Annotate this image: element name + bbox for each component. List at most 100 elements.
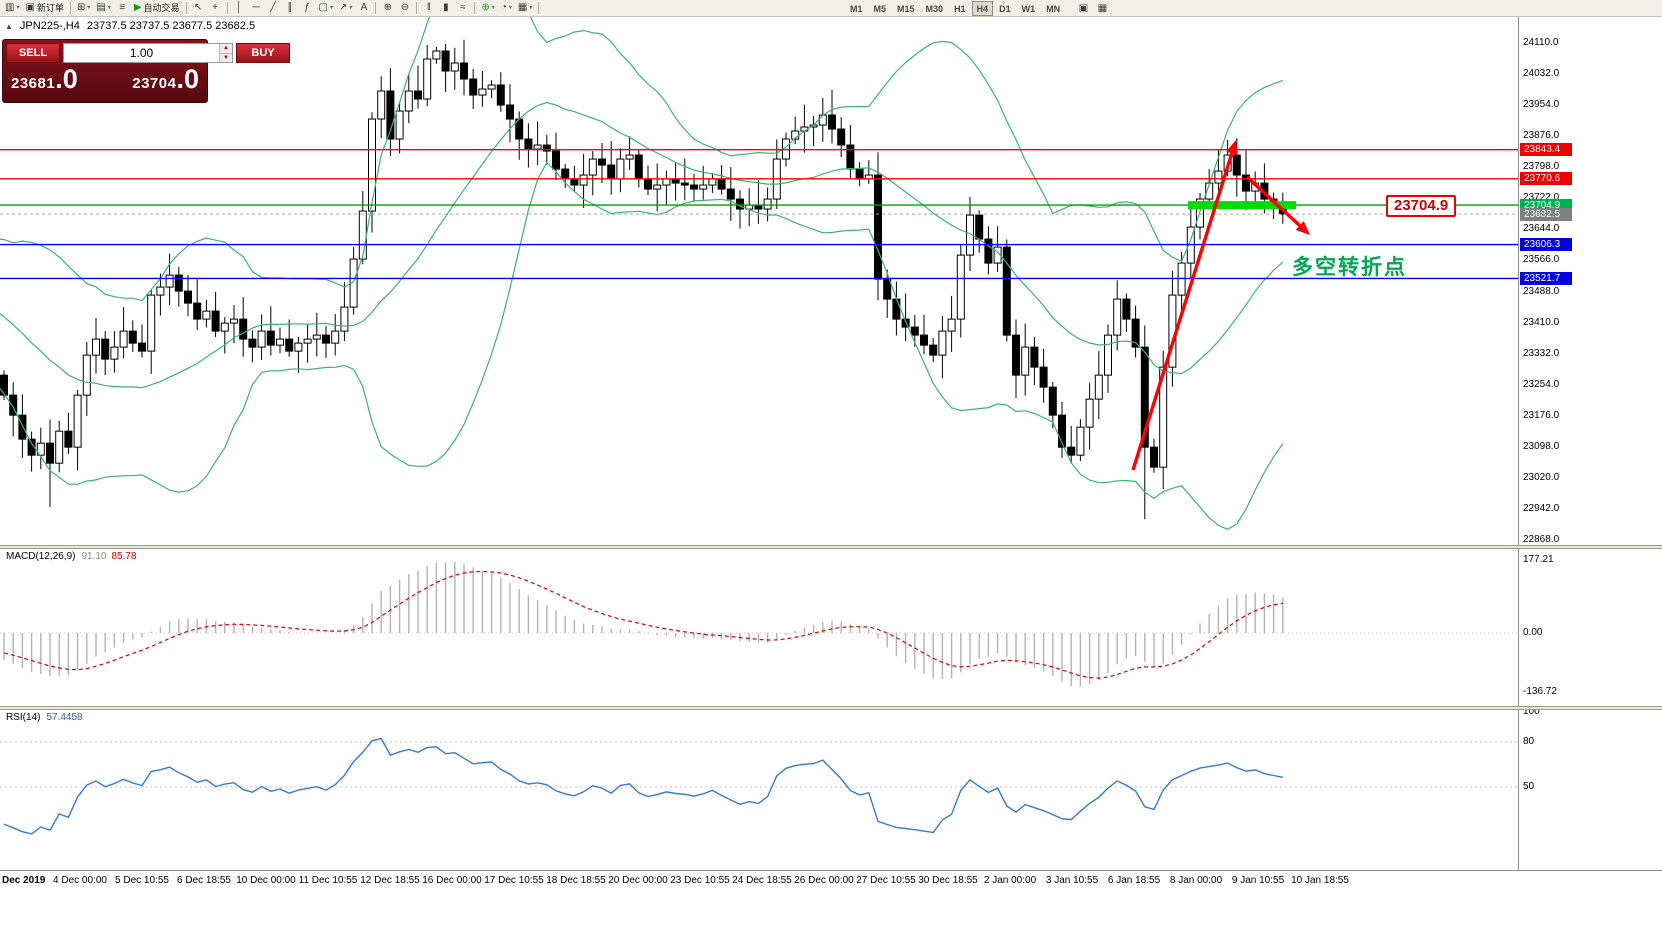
time-axis-label: 10 Jan 18:55 (1291, 875, 1349, 886)
buy-price: 23704.0 (132, 64, 199, 94)
bar-chart-icon: ‖ (426, 2, 431, 13)
price-scale-label: 22942.0 (1523, 502, 1560, 514)
symbol-period-label: JPN225-,H4 (19, 20, 80, 32)
new-order-button[interactable]: ▣ 新订单 (22, 1, 66, 16)
timeframe-button-m1[interactable]: M1 (845, 1, 868, 16)
price-tag: 23843.4 (1520, 143, 1572, 157)
timeframe-button-w1[interactable]: W1 (1017, 1, 1041, 16)
price-chart-panel: ▲ JPN225-,H4 23737.5 23737.5 23677.5 236… (0, 17, 1662, 545)
indicators-button[interactable]: ⊕ ▾ (478, 1, 497, 16)
rsi-scale: 100 80 50 (1518, 706, 1662, 870)
time-axis: Dec 2019 4 Dec 00:00 5 Dec 10:55 6 Dec 18:5… (0, 870, 1662, 890)
time-axis-label: 10 Dec 00:00 (236, 875, 296, 886)
horizontal-line-icon: ─ (252, 2, 260, 13)
zoom-in-button[interactable]: ⊕ (379, 1, 396, 16)
time-axis-label: Dec 2019 (2, 875, 46, 886)
terminal-button[interactable]: ≡ (114, 1, 131, 16)
toolbar: ▥ ▾ ▣ 新订单 ⊞ ▾ ▤ ▾ ≡ ▶ 自动交易 ↖ + │ ─ ╱ ∥ ƒ ▢ ▾ ↗ ▾ A ⊕ ⊖ ‖ ▮ ≈ ⊕ ▾ ◔ ▾ ▦ ▾ … (0, 0, 1662, 17)
panel-splitter[interactable] (0, 706, 1662, 710)
timeframe-button-mn[interactable]: MN (1041, 1, 1065, 16)
price-callout: 23704.9 (1386, 195, 1457, 217)
equidistant-channel-icon: ∥ (287, 2, 293, 13)
zoom-in-icon: ⊕ (383, 2, 393, 13)
periods-icon: ◔ (500, 2, 507, 13)
price-tag: 23770.6 (1520, 172, 1572, 186)
price-scale-label: 22868.0 (1523, 534, 1560, 545)
time-axis-label: 27 Dec 10:55 (856, 875, 916, 886)
price-chart-canvas[interactable] (0, 17, 1518, 545)
panel-splitter[interactable] (0, 545, 1662, 549)
horizontal-line-button[interactable]: ─ (248, 1, 265, 16)
macd-scale-label: 177.21 (1523, 554, 1554, 565)
trendline-button[interactable]: ╱ (265, 1, 282, 16)
chevron-down-icon: ▾ (491, 5, 495, 11)
volume-field: ▲ ▼ (63, 43, 233, 63)
price-tag: 23682.5 (1520, 207, 1572, 221)
toolbar-separator (416, 2, 418, 14)
rsi-panel: RSI(14) 57.4458 100 80 50 (0, 706, 1662, 870)
price-scale-label: 23876.0 (1523, 130, 1560, 142)
zoom-out-button[interactable]: ⊖ (396, 1, 413, 16)
rsi-value: 57.4458 (46, 712, 83, 723)
price-tag: 23521.7 (1520, 271, 1572, 285)
timeframe-button-h1[interactable]: H1 (949, 1, 971, 16)
periods-button[interactable]: ◔ ▾ (498, 1, 515, 16)
chevron-down-icon: ▾ (87, 5, 91, 11)
toolbar-items: ▥ ▾ ▣ 新订单 ⊞ ▾ ▤ ▾ ≡ ▶ 自动交易 ↖ + │ ─ ╱ ∥ ƒ ▢ ▾ ↗ ▾ A ⊕ ⊖ ‖ ▮ ≈ ⊕ ▾ ◔ ▾ ▦ ▾ (2, 1, 542, 16)
new-chart-button[interactable]: ▥ ▾ (2, 1, 22, 16)
volume-down-button[interactable]: ▼ (220, 53, 232, 62)
candlestick-chart-button[interactable]: ▮ (437, 1, 454, 16)
autotrading-icon: ▶ (133, 2, 142, 13)
timeframe-button-m30[interactable]: M30 (921, 1, 949, 16)
time-axis-label: 5 Dec 10:55 (115, 875, 169, 886)
fibonacci-button[interactable]: ƒ (299, 1, 316, 16)
price-tag: 23606.3 (1520, 238, 1572, 252)
time-axis-label: 12 Dec 18:55 (360, 875, 420, 886)
timeframe-button-m15[interactable]: M15 (892, 1, 920, 16)
vertical-line-button[interactable]: │ (231, 1, 248, 16)
macd-canvas[interactable] (0, 549, 1518, 706)
autotrading-button[interactable]: ▶ 自动交易 (131, 1, 183, 16)
volume-input[interactable] (64, 44, 219, 62)
timeframe-button-h4[interactable]: H4 (971, 1, 994, 16)
price-scale-label: 23798.0 (1523, 161, 1560, 173)
shapes-icon: ▢ (318, 2, 328, 13)
time-axis-label: 20 Dec 00:00 (608, 875, 668, 886)
sell-price: 23681.0 (11, 64, 78, 94)
time-axis-label: 6 Jan 18:55 (1107, 875, 1161, 886)
volume-up-button[interactable]: ▲ (220, 44, 232, 54)
templates-button[interactable]: ▦ ▾ (515, 1, 535, 16)
time-axis-label: 4 Dec 00:00 (53, 875, 107, 886)
rsi-canvas[interactable] (0, 710, 1518, 870)
cascade-windows-button[interactable]: ▣ (1075, 1, 1092, 16)
chevron-down-icon: ▾ (349, 5, 353, 11)
equidistant-channel-button[interactable]: ∥ (282, 1, 299, 16)
bar-chart-button[interactable]: ‖ (420, 1, 437, 16)
chevron-down-icon: ▾ (508, 5, 512, 11)
arrows-button[interactable]: ↗ ▾ (336, 1, 355, 16)
crosshair-button[interactable]: + (207, 1, 224, 16)
fibonacci-icon: ƒ (304, 2, 310, 13)
macd-scale: 177.21 0.00 -136.72 (1518, 549, 1662, 706)
timeframe-button-m5[interactable]: M5 (869, 1, 892, 16)
profiles-button[interactable]: ▤ ▾ (93, 1, 113, 16)
cursor-button[interactable]: ↖ (190, 1, 207, 16)
shapes-button[interactable]: ▢ ▾ (316, 1, 336, 16)
collapse-one-click-icon[interactable]: ▲ (5, 21, 13, 31)
time-axis-label: 6 Dec 18:55 (177, 875, 231, 886)
text-label-button[interactable]: A (355, 1, 372, 16)
toolbar-separator (226, 2, 228, 14)
vertical-line-icon: │ (235, 2, 243, 13)
price-scale-label: 24032.0 (1523, 68, 1560, 80)
price-scale-label: 23020.0 (1523, 471, 1560, 483)
sell-button[interactable]: SELL (6, 43, 60, 63)
templates-icon: ▦ (517, 2, 528, 13)
price-scale-label: 24110.0 (1523, 37, 1559, 48)
timeframe-button-d1[interactable]: D1 (994, 1, 1016, 16)
line-chart-button[interactable]: ≈ (454, 1, 471, 16)
buy-button[interactable]: BUY (236, 43, 290, 63)
price-scale-label: 23566.0 (1523, 254, 1560, 266)
tile-windows-button[interactable]: ▦ (1094, 1, 1111, 16)
chart-windows-button[interactable]: ⊞ ▾ (74, 1, 93, 16)
